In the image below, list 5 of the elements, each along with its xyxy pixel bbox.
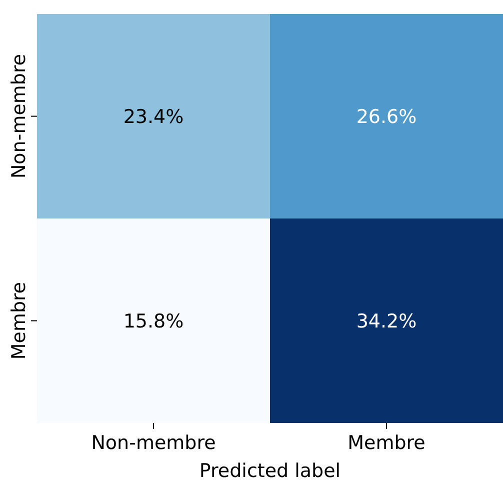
data-label: 15.8% bbox=[123, 310, 184, 332]
data-label: 34.2% bbox=[356, 310, 417, 332]
data-label: 23.4% bbox=[123, 106, 184, 128]
x-axis-title: Predicted label bbox=[199, 460, 341, 482]
data-label: 26.6% bbox=[356, 106, 417, 128]
